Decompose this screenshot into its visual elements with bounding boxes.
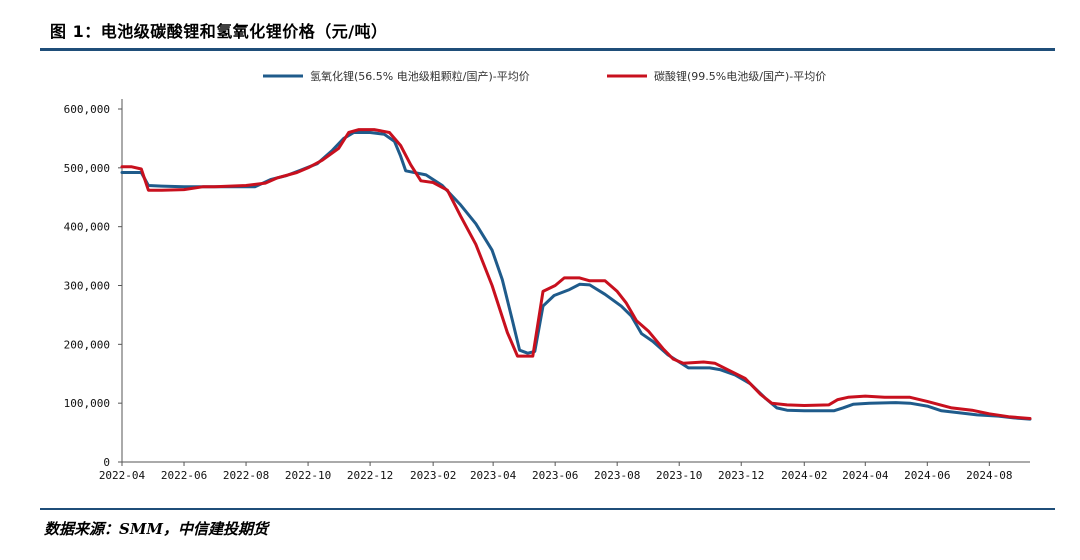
x-tick-label: 2024-02 (781, 469, 827, 482)
y-tick-label: 100,000 (64, 397, 110, 410)
x-tick-label: 2023-04 (470, 469, 517, 482)
source-note: 数据来源：SMM，中信建投期货 (44, 520, 269, 538)
line-chart: 氢氧化锂(56.5% 电池级粗颗粒/国产)-平均价 碳酸锂(99.5%电池级/国产… (64, 69, 1032, 482)
x-tick-label: 2023-12 (718, 469, 764, 482)
y-tick-label: 0 (103, 456, 110, 469)
y-tick-label: 200,000 (64, 338, 110, 351)
x-tick-label: 2022-06 (161, 469, 207, 482)
y-tick-label: 500,000 (64, 162, 110, 175)
series-line-2 (120, 128, 1032, 420)
x-tick-label: 2023-06 (532, 469, 578, 482)
chart-series (120, 128, 1032, 421)
legend-label-2: 碳酸锂(99.5%电池级/国产)-平均价 (654, 69, 826, 83)
top-rule (40, 48, 1055, 51)
x-tick-label: 2024-08 (966, 469, 1012, 482)
x-tick-label: 2024-04 (842, 469, 889, 482)
series-line-1 (120, 131, 1032, 421)
x-tick-label: 2024-06 (904, 469, 950, 482)
x-tick-label: 2023-02 (410, 469, 456, 482)
y-tick-label: 600,000 (64, 103, 110, 116)
x-tick-label: 2023-10 (656, 469, 702, 482)
y-tick-label: 400,000 (64, 221, 110, 234)
x-tick-label: 2022-10 (285, 469, 331, 482)
figure-title: 图 1：电池级碳酸锂和氢氧化锂价格（元/吨） (50, 22, 388, 41)
chart-axes: 0 100,000 200,000 300,000 400,000 500,000 600,… (64, 99, 1030, 482)
legend-label-1: 氢氧化锂(56.5% 电池级粗颗粒/国产)-平均价 (310, 69, 530, 83)
y-tick-label: 300,000 (64, 280, 110, 293)
chart-legend: 氢氧化锂(56.5% 电池级粗颗粒/国产)-平均价 碳酸锂(99.5%电池级/国产… (263, 69, 826, 83)
x-tick-label: 2022-08 (223, 469, 269, 482)
bottom-rule (40, 508, 1055, 510)
x-tick-label: 2023-08 (594, 469, 640, 482)
x-tick-label: 2022-04 (99, 469, 146, 482)
x-tick-label: 2022-12 (347, 469, 393, 482)
